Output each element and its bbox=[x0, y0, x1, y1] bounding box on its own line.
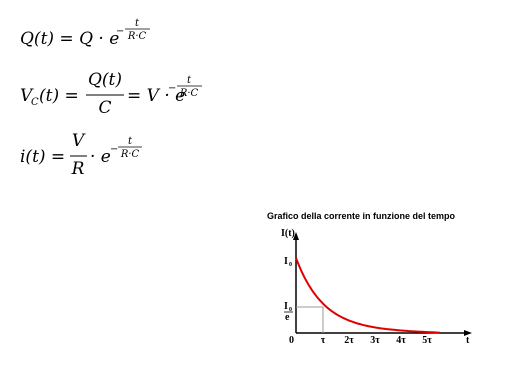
exponent-sign: − bbox=[110, 144, 118, 155]
formula-text: i(t) = bbox=[20, 147, 65, 167]
formula-text: Q(t) = Q · e bbox=[20, 29, 119, 49]
guide-line bbox=[296, 306, 324, 333]
exponent-denominator: R·C bbox=[179, 88, 199, 99]
x-tick-label: 3τ bbox=[370, 335, 380, 346]
x-tick-label: 4τ bbox=[396, 335, 406, 346]
fraction-denominator: C bbox=[98, 98, 111, 118]
formula-symbol: V bbox=[20, 86, 34, 106]
arrow bbox=[464, 330, 472, 336]
formula-subscript: C bbox=[31, 97, 39, 108]
i0-symbol: I bbox=[284, 256, 288, 267]
arrow bbox=[293, 232, 299, 240]
formula-text: · e bbox=[90, 147, 111, 167]
formula-text: (t) = bbox=[39, 86, 79, 106]
x-tick-label: τ bbox=[321, 335, 326, 346]
x-axis-label: t bbox=[466, 335, 470, 346]
exponent-numerator: t bbox=[187, 75, 192, 86]
formula-text: = V · e bbox=[127, 86, 185, 106]
i0e-denominator: e bbox=[285, 312, 290, 323]
figure: Grafico della corrente in funzione del t… bbox=[267, 211, 472, 346]
fraction-denominator: R bbox=[71, 159, 85, 179]
exponent-denominator: R·C bbox=[127, 31, 147, 42]
fraction-numerator: Q(t) bbox=[88, 70, 122, 90]
exponent-sign: − bbox=[168, 83, 176, 94]
exponent-numerator: t bbox=[135, 18, 140, 29]
i0e-symbol: I bbox=[284, 301, 288, 312]
i0-subscript: 0 bbox=[289, 262, 292, 268]
exponent-denominator: R·C bbox=[120, 149, 140, 160]
fraction-numerator: V bbox=[72, 131, 86, 151]
exponent-sign: − bbox=[116, 26, 124, 37]
decay-curve bbox=[295, 257, 441, 334]
i0e-subscript: 0 bbox=[289, 307, 292, 313]
figure-title: Grafico della corrente in funzione del t… bbox=[267, 211, 456, 221]
origin-label: 0 bbox=[289, 335, 294, 346]
x-tick-label: 2τ bbox=[344, 335, 354, 346]
y-axis-label: I(t) bbox=[281, 228, 295, 239]
exponent-numerator: t bbox=[128, 136, 133, 147]
x-tick-label: 5τ bbox=[422, 335, 432, 346]
